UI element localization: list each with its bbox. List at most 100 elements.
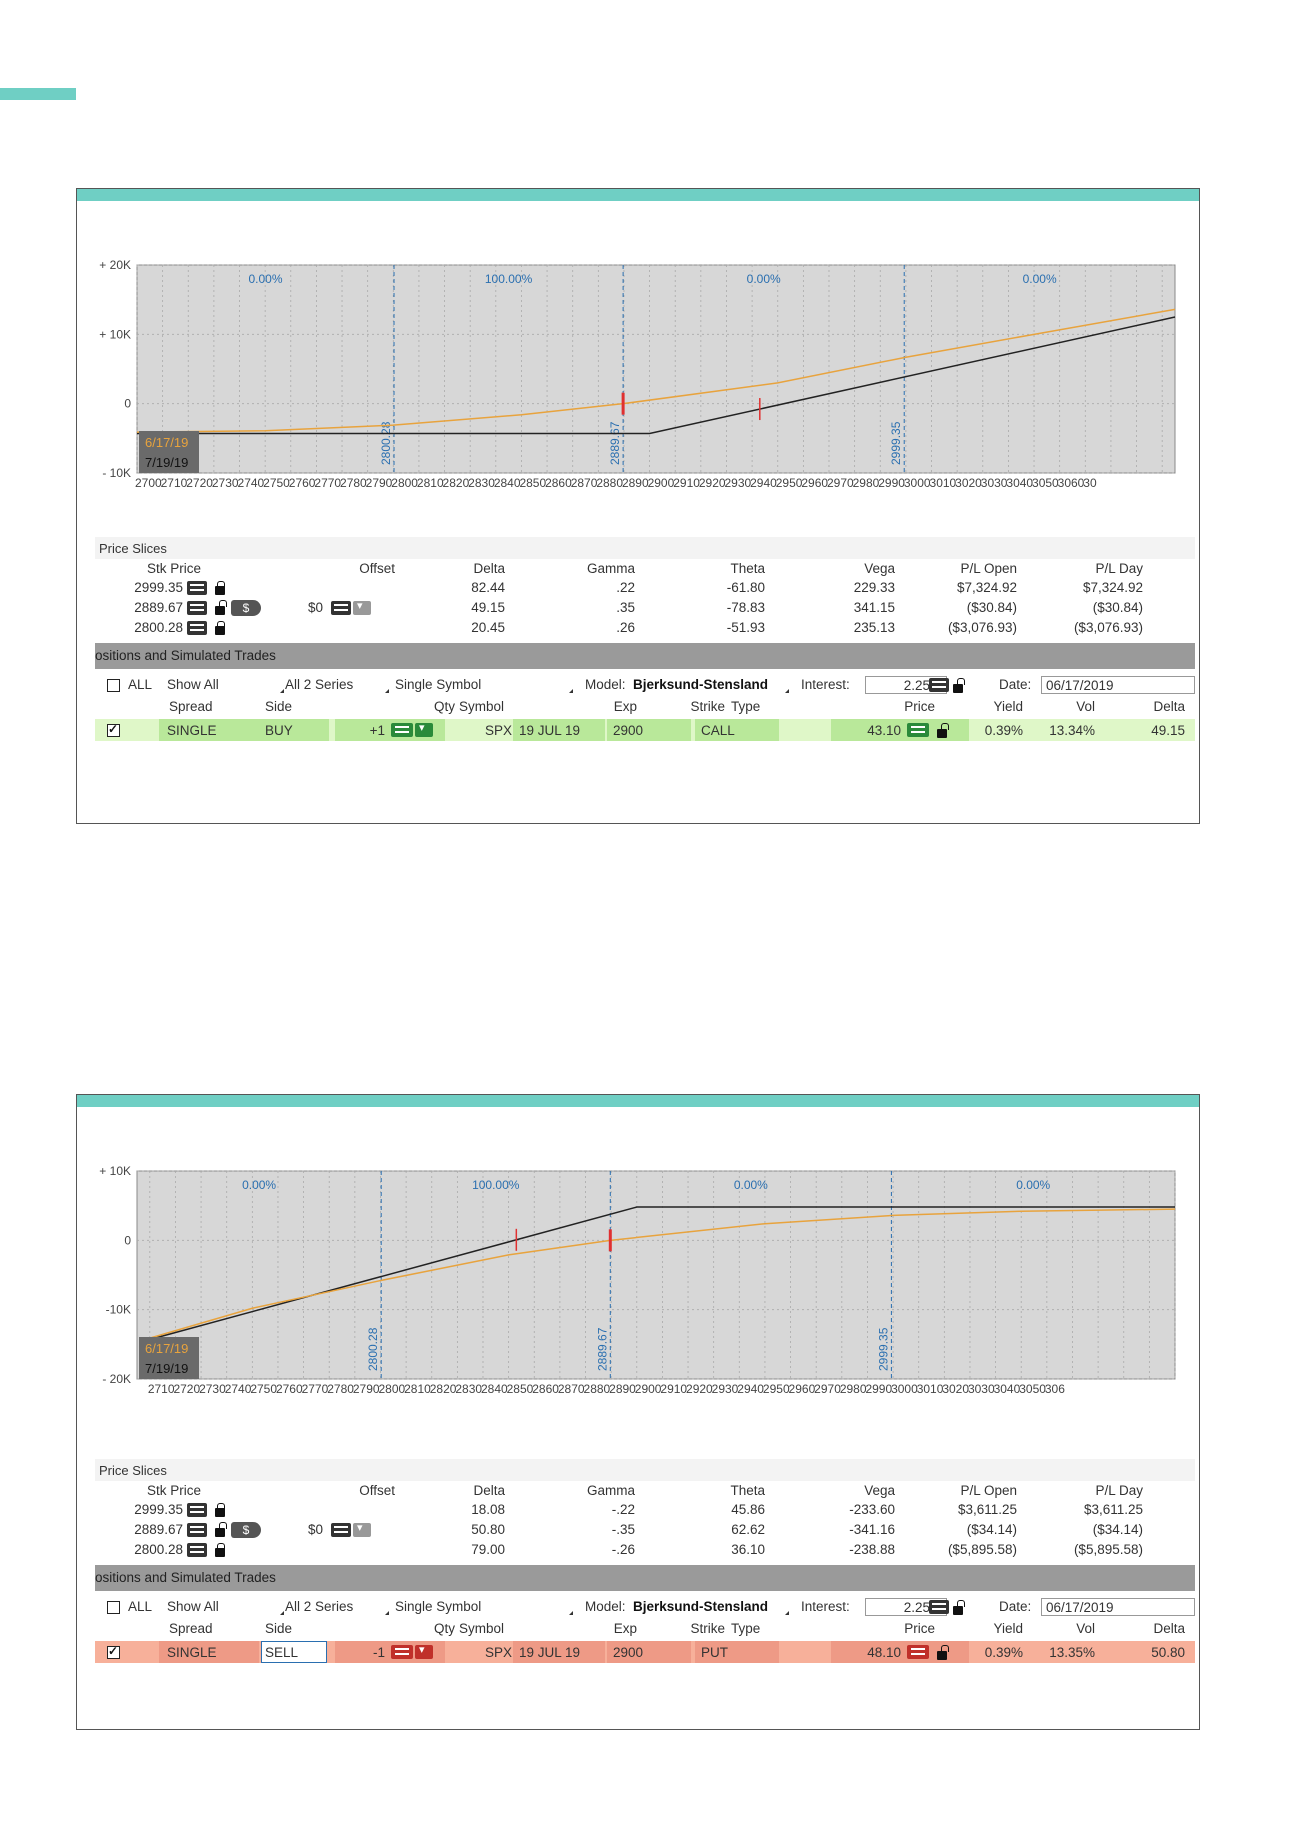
trade-row-buy-call[interactable]: SINGLE BUY +1 SPX 19 JUL 19 2900 CALL 43… <box>95 719 1195 741</box>
trade-spread[interactable]: SINGLE <box>167 723 217 738</box>
col-symbol: Symbol <box>459 699 505 714</box>
x-tick-label: 2960 <box>801 476 828 490</box>
lock-icon[interactable] <box>215 581 225 595</box>
slice-row[interactable]: 2889.67 $ $0 49.15 .35 -78.83 341.15 ($3… <box>95 598 1195 618</box>
lock-icon[interactable] <box>215 621 225 635</box>
side-cell[interactable] <box>261 1641 327 1663</box>
select-all-checkbox[interactable] <box>107 679 120 692</box>
side-cell[interactable] <box>259 719 329 741</box>
qty-dropdown-icon[interactable] <box>415 721 433 737</box>
trade-qty[interactable]: +1 <box>369 723 385 738</box>
stepper-icon[interactable] <box>187 581 207 595</box>
col-spread: Spread <box>169 1621 213 1636</box>
col-gamma: Gamma <box>586 1483 635 1498</box>
model-dropdown[interactable]: Bjerksund-Stensland <box>633 677 769 692</box>
date-input[interactable]: 06/17/2019 <box>1041 1598 1195 1616</box>
unlock-icon[interactable] <box>215 1522 227 1537</box>
series-filter-dropdown[interactable]: All 2 Series <box>285 677 354 692</box>
slice-stk-price: 2889.67 <box>134 1522 183 1537</box>
exp-cell[interactable] <box>513 719 605 741</box>
select-all-checkbox[interactable] <box>107 1601 120 1614</box>
trade-checkbox[interactable] <box>107 1644 120 1659</box>
stepper-icon[interactable] <box>187 1523 207 1537</box>
slice-delta: 82.44 <box>471 580 505 595</box>
unlock-icon[interactable] <box>953 678 965 693</box>
type-cell[interactable] <box>695 719 779 741</box>
probability-zone-label: 0.00% <box>734 1178 768 1192</box>
risk-profile-chart[interactable]: + 10K 0 -10K - 20K 2710 2720 2730 2740 2750 2760 2… <box>77 1155 1201 1415</box>
stepper-icon[interactable] <box>929 678 949 692</box>
strike-cell[interactable] <box>607 1641 691 1663</box>
lock-icon[interactable] <box>215 1503 225 1517</box>
dropdown-icon[interactable] <box>353 1521 371 1537</box>
show-filter-dropdown[interactable]: Show All <box>167 677 219 692</box>
trade-exp[interactable]: 19 JUL 19 <box>519 1645 581 1660</box>
slice-theta: -51.93 <box>726 620 765 635</box>
trade-side[interactable]: SELL <box>265 1645 299 1660</box>
trade-spread[interactable]: SINGLE <box>167 1645 217 1660</box>
col-pl-day: P/L Day <box>1095 1483 1143 1498</box>
type-cell[interactable] <box>695 1641 779 1663</box>
trade-exp[interactable]: 19 JUL 19 <box>519 723 581 738</box>
show-filter-dropdown[interactable]: Show All <box>167 1599 219 1614</box>
x-tick-label: 3030 <box>968 1382 995 1396</box>
trade-type[interactable]: PUT <box>701 1645 728 1660</box>
stepper-icon[interactable] <box>187 1543 207 1557</box>
panel-header-bar <box>77 189 1199 201</box>
slice-row[interactable]: 2999.35 82.44 .22 -61.80 229.33 $7,324.9… <box>95 578 1195 598</box>
qty-stepper-icon[interactable] <box>391 723 413 737</box>
trade-price[interactable]: 48.10 <box>867 1645 901 1660</box>
trade-row-sell-put[interactable]: SINGLE SELL -1 SPX 19 JUL 19 2900 PUT 48… <box>95 1641 1195 1663</box>
model-dropdown[interactable]: Bjerksund-Stensland <box>633 1599 769 1614</box>
qty-stepper-icon[interactable] <box>391 1645 413 1659</box>
qty-dropdown-icon[interactable] <box>415 1643 433 1659</box>
spread-cell[interactable] <box>159 719 259 741</box>
risk-profile-chart[interactable]: + 20K + 10K 0 - 10K 2700 2710 2720 2730 2740 2750… <box>77 249 1201 509</box>
stepper-icon[interactable] <box>331 1523 351 1537</box>
price-stepper-icon[interactable] <box>907 1645 929 1659</box>
stepper-icon[interactable] <box>187 621 207 635</box>
exp-cell[interactable] <box>513 1641 605 1663</box>
trade-strike[interactable]: 2900 <box>613 1645 644 1660</box>
trade-type[interactable]: CALL <box>701 723 735 738</box>
stepper-icon[interactable] <box>187 1503 207 1517</box>
unlock-icon[interactable] <box>937 723 949 738</box>
stepper-icon[interactable] <box>331 601 351 615</box>
slice-row[interactable]: 2889.67 $ $0 50.80 -.35 62.62 -341.16 ($… <box>95 1520 1195 1540</box>
x-tick-label: 2780 <box>340 476 367 490</box>
risk-profile-svg[interactable]: + 20K + 10K 0 - 10K 270027102720273027402750… <box>77 249 1201 509</box>
unlock-icon[interactable] <box>953 1600 965 1615</box>
dollar-offset-button[interactable]: $ <box>231 600 261 616</box>
x-tick-label: 2970 <box>827 476 854 490</box>
slice-row[interactable]: 2800.28 79.00 -.26 36.10 -238.88 ($5,895… <box>95 1540 1195 1560</box>
dropdown-icon[interactable] <box>353 599 371 615</box>
trade-price[interactable]: 43.10 <box>867 723 901 738</box>
slice-row[interactable]: 2800.28 20.45 .26 -51.93 235.13 ($3,076.… <box>95 618 1195 638</box>
col-delta: Delta <box>473 561 505 576</box>
price-cell[interactable] <box>831 719 969 741</box>
slice-row[interactable]: 2999.35 18.08 -.22 45.86 -233.60 $3,611.… <box>95 1500 1195 1520</box>
stepper-icon[interactable] <box>929 1600 949 1614</box>
series-filter-dropdown[interactable]: All 2 Series <box>285 1599 354 1614</box>
trade-qty[interactable]: -1 <box>372 1645 385 1660</box>
price-slice-label: 2800.28 <box>366 1327 380 1371</box>
spread-cell[interactable] <box>159 1641 259 1663</box>
price-stepper-icon[interactable] <box>907 723 929 737</box>
offset-value: $0 <box>307 1522 323 1537</box>
positions-header-row: Spread Side Qty Symbol Exp Strike Type P… <box>95 1619 1195 1641</box>
unlock-icon[interactable] <box>937 1645 949 1660</box>
trade-strike[interactable]: 2900 <box>613 723 644 738</box>
trade-checkbox[interactable] <box>107 722 120 737</box>
strike-cell[interactable] <box>607 719 691 741</box>
dollar-offset-button[interactable]: $ <box>231 1522 261 1538</box>
unlock-icon[interactable] <box>215 600 227 615</box>
symbol-mode-dropdown[interactable]: Single Symbol <box>395 677 482 692</box>
price-cell[interactable] <box>831 1641 969 1663</box>
date-input[interactable]: 06/17/2019 <box>1041 676 1195 694</box>
stepper-icon[interactable] <box>187 601 207 615</box>
symbol-mode-dropdown[interactable]: Single Symbol <box>395 1599 482 1614</box>
trade-side[interactable]: BUY <box>265 723 293 738</box>
x-tick-label: 2730 <box>212 476 239 490</box>
lock-icon[interactable] <box>215 1543 225 1557</box>
